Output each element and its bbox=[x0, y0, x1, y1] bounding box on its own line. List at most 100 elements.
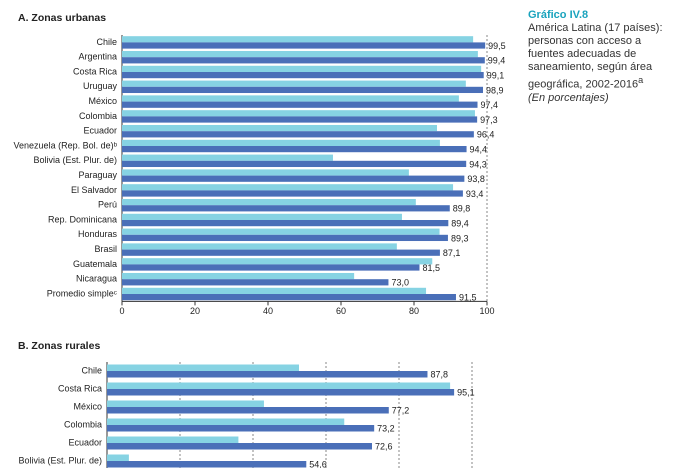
x-tick-label: 80 bbox=[409, 306, 419, 316]
x-tick-label: 60 bbox=[336, 306, 346, 316]
sidebar: Gráfico IV.8 América Latina (17 países):… bbox=[528, 9, 668, 105]
data-label: 94,4 bbox=[470, 144, 488, 154]
bar bbox=[122, 294, 456, 301]
panel-title: A. Zonas urbanas bbox=[18, 12, 106, 24]
data-label: 93,8 bbox=[467, 174, 485, 184]
x-tick-label: 0 bbox=[119, 306, 124, 316]
bar bbox=[122, 95, 459, 102]
y-tick-label: Brasil bbox=[94, 244, 117, 254]
caption-note: a bbox=[638, 75, 644, 85]
bar bbox=[122, 243, 397, 250]
data-label: 98,9 bbox=[486, 85, 504, 95]
x-tick-label: 20 bbox=[190, 306, 200, 316]
y-tick-label: México bbox=[73, 401, 102, 411]
bar bbox=[122, 198, 416, 206]
data-label: 93,4 bbox=[466, 189, 484, 199]
bar bbox=[122, 146, 467, 153]
y-tick-label: Rep. Dominicana bbox=[48, 214, 117, 224]
data-label: 73,0 bbox=[391, 278, 409, 288]
bar bbox=[122, 205, 450, 212]
y-tick-label: Guatemala bbox=[73, 259, 117, 269]
bar bbox=[122, 272, 355, 280]
data-label: 99,5 bbox=[488, 41, 506, 51]
y-tick-label: Chile bbox=[96, 37, 117, 47]
bar bbox=[107, 371, 428, 378]
bar bbox=[122, 287, 427, 294]
y-tick-label: Chile bbox=[81, 365, 102, 375]
bar bbox=[122, 258, 433, 265]
bar bbox=[122, 279, 389, 286]
bar bbox=[122, 50, 478, 58]
y-tick-label: Ecuador bbox=[83, 126, 117, 136]
x-tick-label: 100 bbox=[479, 306, 494, 316]
data-label: 72,6 bbox=[375, 442, 393, 452]
y-tick-label: Bolivia (Est. Plur. de) bbox=[18, 455, 102, 465]
chart: A. Zonas urbanas 0 20 40 60 80 100 Chile 99,5 Arg… bbox=[14, 12, 506, 468]
y-tick-label: Venezuela (Rep. Bol. de)ᵇ bbox=[14, 140, 118, 150]
bar bbox=[122, 160, 467, 168]
y-tick-label: Paraguay bbox=[78, 170, 117, 180]
data-label: 73,2 bbox=[377, 424, 395, 434]
units: (En porcentajes) bbox=[528, 91, 609, 104]
bar bbox=[122, 154, 333, 161]
bar bbox=[107, 382, 451, 389]
x-tick-label: 40 bbox=[263, 306, 273, 316]
y-tick-label: Promedio simpleᶜ bbox=[47, 288, 117, 298]
bar bbox=[122, 234, 448, 242]
data-label: 96,4 bbox=[477, 130, 495, 140]
bar bbox=[122, 110, 475, 117]
bar bbox=[107, 407, 389, 414]
bar bbox=[122, 80, 466, 87]
y-tick-label: Argentina bbox=[78, 52, 117, 62]
bar bbox=[122, 72, 484, 79]
panel-title: B. Zonas rurales bbox=[18, 340, 100, 352]
y-tick-label: Uruguay bbox=[83, 81, 118, 91]
bar bbox=[122, 213, 402, 220]
bar bbox=[122, 228, 440, 235]
bar bbox=[107, 454, 129, 461]
bar bbox=[107, 364, 299, 371]
bar bbox=[122, 264, 420, 271]
bar bbox=[107, 461, 307, 468]
bar bbox=[107, 436, 239, 443]
data-label: 99,1 bbox=[487, 70, 505, 80]
data-label: 97,3 bbox=[480, 115, 498, 125]
bar bbox=[122, 65, 482, 72]
data-label: 89,4 bbox=[451, 218, 469, 228]
figure-label: Gráfico IV.8 bbox=[528, 9, 589, 21]
bar bbox=[122, 169, 409, 176]
y-tick-label: Ecuador bbox=[68, 437, 102, 447]
data-label: 77,2 bbox=[392, 406, 410, 416]
data-label: 99,4 bbox=[488, 56, 506, 66]
y-tick-label: Perú bbox=[98, 200, 117, 210]
bar bbox=[122, 101, 478, 108]
data-label: 89,3 bbox=[451, 233, 469, 243]
bar bbox=[122, 184, 454, 191]
y-tick-label: Nicaragua bbox=[76, 274, 117, 284]
caption-text: América Latina (17 países): personas con… bbox=[528, 22, 663, 91]
y-tick-label: Bolivia (Est. Plur. de) bbox=[33, 155, 117, 165]
bar bbox=[107, 418, 345, 425]
bar bbox=[122, 175, 465, 182]
data-label: 89,8 bbox=[453, 204, 471, 214]
bar bbox=[122, 131, 474, 138]
data-label: 95,1 bbox=[457, 388, 475, 398]
data-label: 97,4 bbox=[481, 100, 499, 110]
bar bbox=[122, 36, 474, 43]
bar bbox=[122, 124, 437, 132]
data-label: 91,5 bbox=[459, 292, 477, 302]
bar bbox=[122, 116, 478, 123]
bar bbox=[122, 86, 483, 94]
data-label: 81,5 bbox=[422, 263, 440, 273]
data-label: 94,3 bbox=[469, 159, 487, 169]
bar bbox=[122, 220, 449, 227]
data-label: 87,1 bbox=[443, 248, 461, 258]
bar bbox=[107, 443, 372, 450]
y-tick-label: México bbox=[88, 96, 117, 106]
bar bbox=[107, 425, 375, 432]
bar bbox=[122, 42, 486, 49]
figure-caption: América Latina (17 países): personas con… bbox=[528, 22, 668, 92]
y-tick-label: Honduras bbox=[78, 229, 118, 239]
y-tick-label: Colombia bbox=[79, 111, 117, 121]
